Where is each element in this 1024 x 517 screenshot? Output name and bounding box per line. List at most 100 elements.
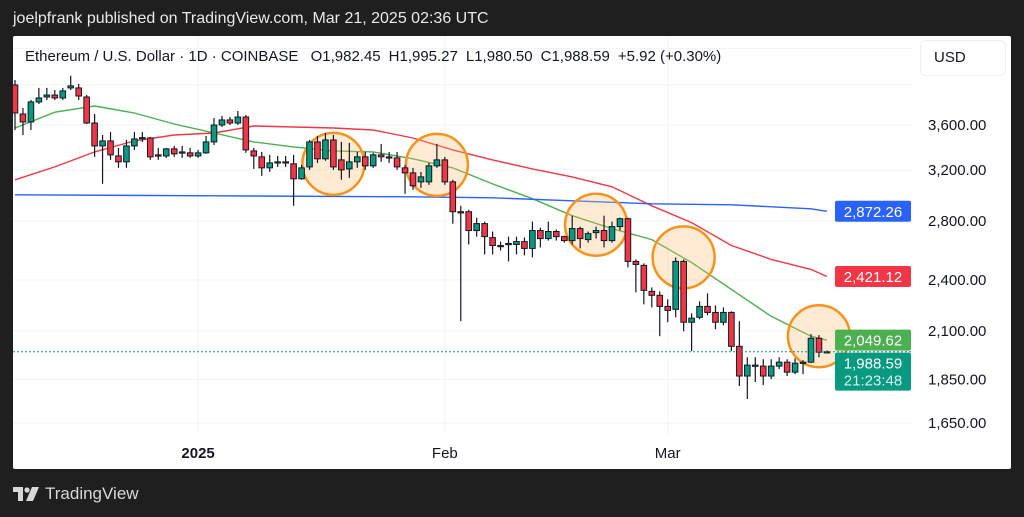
candle-body: [433, 159, 441, 167]
candle-body: [401, 167, 409, 174]
candle-body: [115, 155, 122, 163]
candle-body: [552, 231, 560, 238]
candle-body: [250, 150, 258, 157]
candle-body: [13, 84, 19, 114]
candle-body: [274, 161, 281, 164]
ma-price-badge-text: 2,421.12: [844, 269, 902, 286]
symbol-title[interactable]: Ethereum / U.S. Dollar · 1D · COINBASE: [25, 48, 299, 65]
candle-body: [728, 311, 735, 347]
candle-body: [35, 97, 43, 103]
candle-body: [298, 167, 305, 180]
countdown-text: 21:23:48: [844, 373, 902, 390]
candle-body: [751, 364, 759, 367]
tradingview-logo-icon: [13, 487, 39, 501]
candle-body: [441, 159, 449, 183]
candle-body: [783, 361, 791, 373]
ma-price-badge-text: 2,872.26: [844, 204, 902, 221]
candle-body: [537, 230, 544, 240]
ohlc-change: +5.92 (+0.30%): [617, 48, 722, 65]
candle-body: [568, 228, 576, 242]
candle-body: [43, 94, 51, 98]
candle-body: [815, 337, 823, 353]
candle-body: [696, 305, 703, 318]
ohlc-open: O1,982.45: [310, 48, 381, 65]
y-tick-label: 1,850.00: [928, 371, 986, 388]
y-tick-label: 3,200.00: [928, 162, 986, 179]
x-tick-label: Mar: [655, 445, 681, 462]
candle-body: [600, 230, 608, 242]
symbol-legend: Ethereum / U.S. Dollar · 1D · COINBASE O…: [25, 48, 729, 65]
ma-price-badge: [835, 200, 911, 222]
candle-body: [162, 148, 170, 157]
candle-body: [266, 162, 274, 169]
tradingview-logo[interactable]: TradingView: [13, 484, 139, 504]
candle-body: [393, 157, 401, 168]
ma-price-badge: [835, 266, 911, 288]
candle-body: [791, 362, 799, 373]
candle-body: [19, 113, 27, 123]
candle-body: [83, 96, 90, 124]
candle-body: [744, 364, 751, 377]
candle-body: [560, 236, 568, 242]
candle-body: [75, 87, 82, 97]
footer-brand: TradingView: [45, 484, 139, 503]
candle-body: [672, 260, 679, 310]
ohlc-high: H1,995.27: [388, 48, 458, 65]
candle-body: [51, 94, 59, 99]
candle-body: [529, 230, 536, 249]
candle-body: [107, 140, 114, 156]
candle-body: [417, 176, 425, 183]
candle-body: [505, 242, 512, 246]
candle-body: [775, 361, 783, 367]
candle-body: [473, 223, 480, 232]
candle-body: [767, 365, 775, 377]
candle-body: [306, 141, 313, 168]
ma-price-badge: [835, 329, 911, 351]
candle-body: [680, 260, 687, 323]
candle-body: [592, 230, 600, 234]
candle-body: [59, 90, 67, 99]
candle-body: [338, 159, 345, 171]
candle-body: [481, 223, 488, 238]
candle-body: [377, 154, 385, 158]
candle-body: [234, 116, 242, 124]
candle-body: [489, 237, 496, 247]
candle-body: [457, 211, 465, 214]
candle-body: [521, 241, 528, 249]
candle-body: [545, 231, 552, 240]
candle-body: [497, 245, 504, 248]
candle-body: [99, 140, 106, 147]
candlestick-chart[interactable]: 3,600.00 3,200.00 2,800.00 2,400.00 2,100.00…: [13, 36, 1011, 469]
candle-body: [712, 311, 719, 323]
candle-body: [290, 163, 297, 180]
candle-body: [202, 141, 210, 154]
candle-body: [226, 119, 234, 124]
chart-panel[interactable]: 3,600.00 3,200.00 2,800.00 2,400.00 2,100.00…: [13, 36, 1011, 469]
candle-body: [131, 138, 138, 147]
y-tick-label: 3,600.00: [928, 117, 986, 134]
candle-body: [704, 305, 711, 313]
candle-body: [720, 311, 727, 323]
candle-body: [170, 148, 178, 155]
candle-body: [369, 154, 377, 167]
y-tick-label: 2,400.00: [928, 272, 986, 289]
candle-body: [314, 141, 321, 160]
candle-body: [210, 124, 218, 143]
candle-body: [27, 101, 35, 123]
x-tick-label: Feb: [432, 445, 458, 462]
candle-body: [154, 154, 162, 157]
last-price-badge: [835, 352, 911, 391]
candle-body: [688, 317, 695, 323]
candle-body: [632, 260, 640, 265]
candle-body: [353, 156, 361, 163]
candle-body: [799, 361, 807, 364]
candle-body: [330, 139, 337, 168]
candle-body: [425, 165, 433, 183]
candle-body: [465, 211, 473, 232]
candle-body: [576, 228, 584, 240]
candle-body: [608, 226, 616, 242]
candle-body: [346, 161, 353, 170]
publisher-caption: joelpfrank published on TradingView.com,…: [13, 10, 489, 27]
candle-body: [807, 337, 815, 363]
currency-button[interactable]: USD: [920, 40, 1006, 76]
